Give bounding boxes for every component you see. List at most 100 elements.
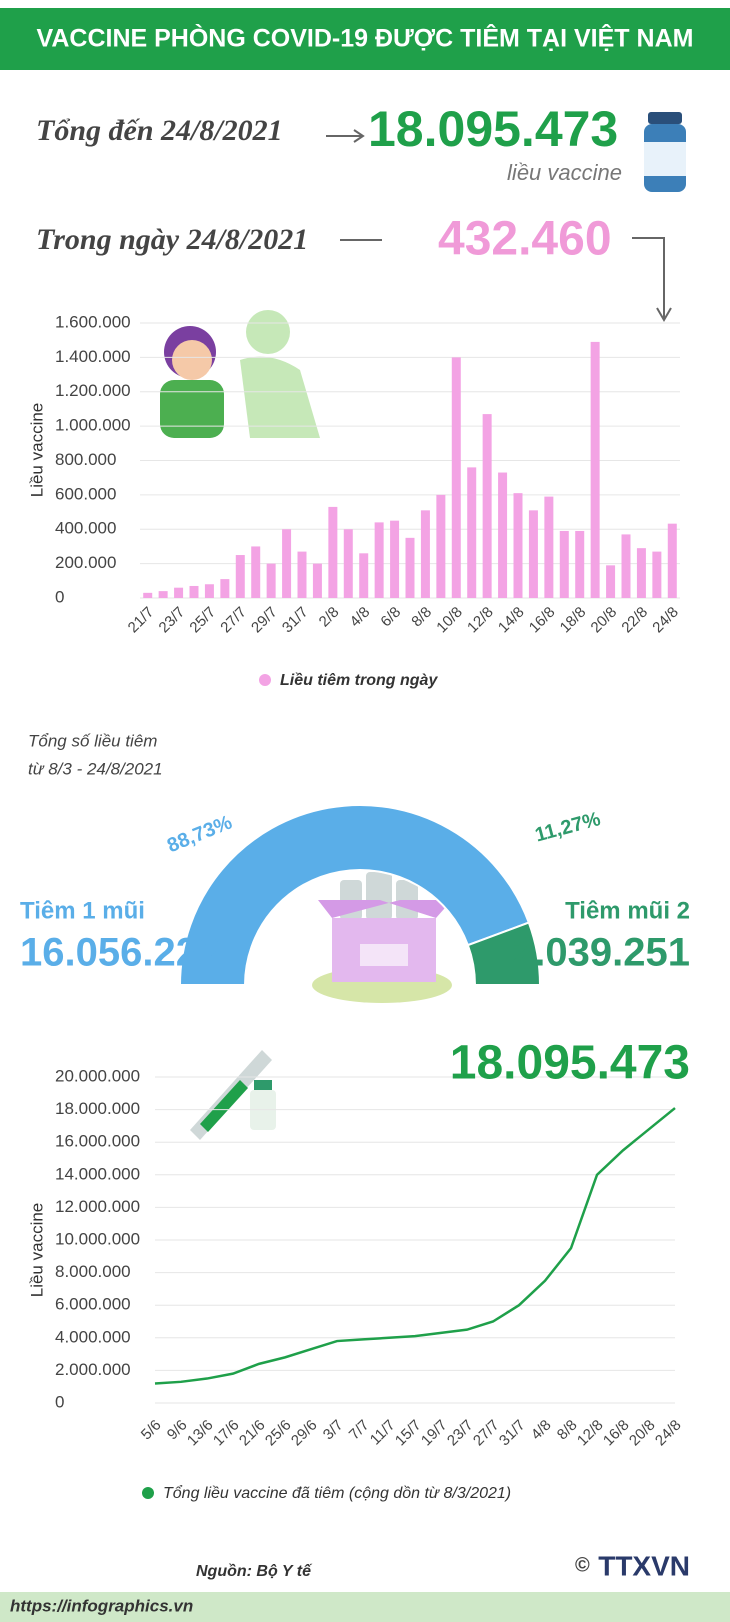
donut-segment [466,921,542,986]
y-tick-label: 20.000.000 [55,1066,140,1085]
line [154,1107,676,1385]
x-tick-label: 6/8 [377,604,404,631]
category-label: Tiêm 1 mũi [20,897,145,924]
bar [220,579,230,598]
legend-marker [142,1487,154,1499]
x-tick-label: 24/8 [652,1417,685,1450]
bar [606,565,616,598]
bar [636,548,646,598]
x-tick-label: 19/7 [418,1417,451,1450]
x-tick-label: 13/6 [184,1417,217,1450]
bar [143,592,153,598]
x-tick-label: 23/7 [156,604,189,637]
source: Nguồn: Bộ Y tế [196,1563,313,1580]
y-tick-label: 4.000.000 [55,1327,131,1346]
y-tick-label: 1.400.000 [55,347,131,366]
x-tick-label: 24/8 [649,604,682,637]
y-tick-label: 12.000.000 [55,1197,140,1216]
bar [158,591,168,598]
x-tick-label: 25/6 [262,1417,295,1450]
legend-label: Liều tiêm trong ngày [280,672,438,689]
footer-strip [0,1592,730,1622]
category-label: Tiêm mũi 2 [565,897,690,924]
vaccine-box-illustration [312,872,452,1003]
x-tick-label: 15/7 [392,1417,425,1450]
x-tick-label: 29/6 [288,1417,321,1450]
x-tick-label: 31/7 [496,1417,529,1450]
x-tick-label: 27/7 [470,1417,503,1450]
bar [420,510,430,598]
y-tick-label: 14.000.000 [55,1164,140,1183]
legend-label: Tổng liều vaccine đã tiêm (cộng dồn từ 8… [163,1484,511,1502]
y-tick-label: 10.000.000 [55,1229,140,1248]
bar [482,414,492,598]
category-total: 16.056.222 [20,931,220,975]
agency-logo: TTXVN [598,1550,690,1581]
bar [266,563,276,598]
y-tick-label: 0 [55,1392,64,1411]
y-tick-label: 8.000.000 [55,1262,131,1281]
bar [544,496,554,598]
x-tick-label: 18/8 [557,604,590,637]
x-tick-label: 3/7 [320,1417,347,1444]
annotation: 18.095.473 [450,1037,690,1090]
y-tick-label: 18.000.000 [55,1099,140,1118]
x-tick-label: 20/8 [626,1417,659,1450]
x-tick-label: 21/7 [125,604,158,637]
category-total: 2.039.251 [512,931,690,975]
bar [575,530,585,598]
bar [189,585,199,598]
y-tick-label: 1.600.000 [55,312,131,331]
bar [174,587,184,598]
bar [436,494,446,598]
total-value: 18.095.473 [368,101,618,157]
total-label: Tổng đến 24/8/2021 [36,114,283,147]
bar [405,537,415,598]
day-value: 432.460 [438,213,612,266]
vial-icon [644,112,686,192]
day-label: Trong ngày 24/8/2021 [36,223,308,256]
total-unit: liều vaccine [507,160,622,185]
x-tick-label: 16/8 [526,604,559,637]
x-tick-label: 12/8 [464,604,497,637]
x-tick-label: 14/8 [495,604,528,637]
x-tick-label: 21/6 [236,1417,269,1450]
x-tick-label: 4/8 [347,604,374,631]
bar [513,493,523,598]
x-tick-label: 5/6 [138,1417,165,1444]
x-tick-label: 8/8 [408,604,435,631]
bar [282,529,292,598]
donut-segment [178,804,531,986]
y-tick-label: 400.000 [55,519,116,538]
bar [528,510,538,598]
x-tick-label: 4/8 [528,1417,555,1444]
percent-label: 88,73% [164,811,235,857]
bar [312,563,322,598]
title: VACCINE PHÒNG COVID-19 ĐƯỢC TIÊM TẠI VIỆ… [37,23,694,53]
url: https://infographics.vn [10,1596,193,1615]
y-tick-label: 800.000 [55,450,116,469]
bar [559,530,569,598]
x-tick-label: 10/8 [433,604,466,637]
bar [467,467,477,598]
pie-title: Tổng số liều tiêm [28,731,157,750]
x-tick-label: 22/8 [618,604,651,637]
bar [359,553,369,598]
x-tick-label: 31/7 [279,604,312,637]
y-tick-label: 1.200.000 [55,381,131,400]
bar [451,357,461,598]
arrow [632,237,665,318]
bar [251,546,261,598]
bar [667,523,677,598]
vaccination-illustration [160,310,320,438]
bar [498,472,508,598]
y-axis-label: Liều vaccine [27,1203,46,1298]
bar [621,534,631,598]
bar [343,529,353,598]
bar [297,551,307,598]
bar [590,341,600,598]
bar [235,555,245,598]
x-tick-label: 20/8 [588,604,621,637]
x-tick-label: 17/6 [210,1417,243,1450]
